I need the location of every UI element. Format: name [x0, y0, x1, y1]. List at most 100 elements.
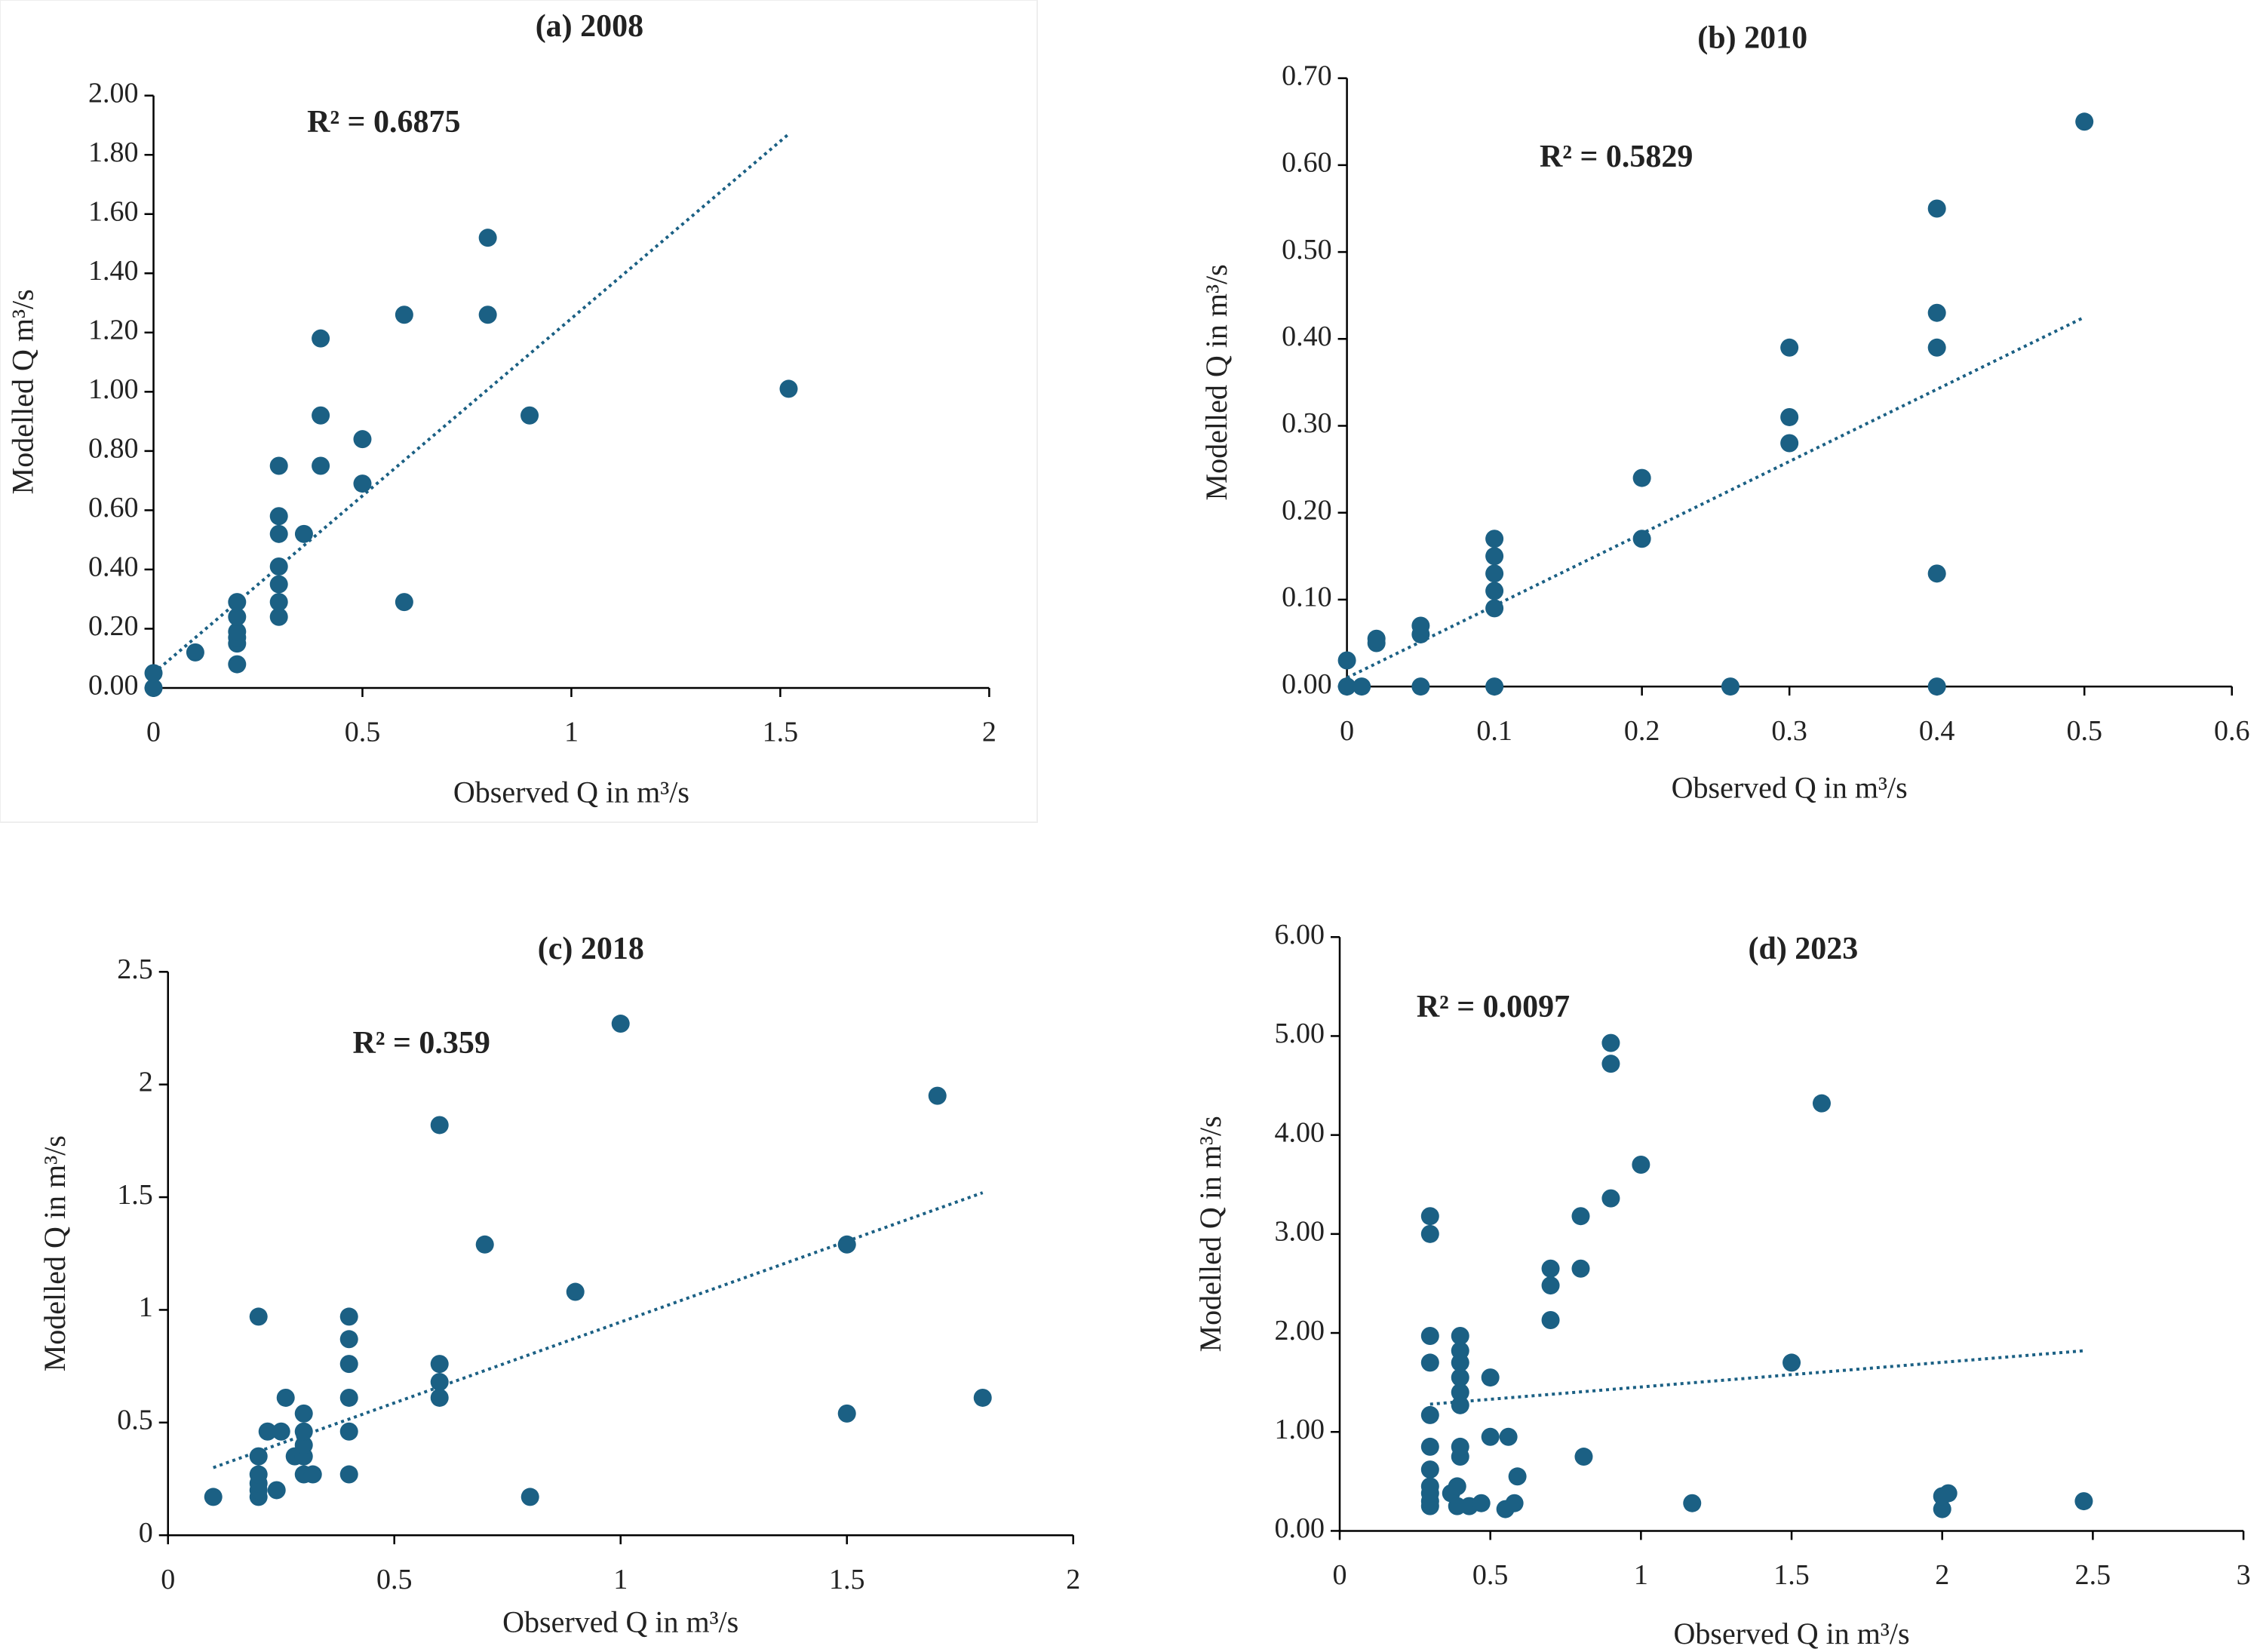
y-tick-label: 0.80 [88, 433, 139, 465]
data-point [1601, 1189, 1620, 1208]
trendline [1346, 315, 2086, 680]
data-point [1780, 434, 1799, 453]
annotation: R² = 0.359 [353, 1026, 490, 1061]
data-point [611, 1015, 630, 1033]
x-tick-label: 1.5 [763, 717, 799, 748]
data-point [1933, 1500, 1951, 1518]
x-tick-label: 0.5 [345, 717, 381, 748]
data-point [269, 575, 288, 594]
data-point [249, 1307, 268, 1326]
data-point [1601, 1055, 1620, 1073]
data-point [339, 1422, 358, 1441]
x-tick-label: 2 [1066, 1564, 1080, 1595]
data-point [339, 1307, 358, 1326]
data-point [267, 1481, 286, 1500]
data-point [1451, 1341, 1469, 1360]
data-point [1420, 1477, 1439, 1496]
data-point [1783, 1353, 1801, 1372]
panel-border [0, 0, 1038, 823]
data-point [1574, 1448, 1593, 1466]
x-tick-label: 1.5 [1773, 1559, 1810, 1591]
x-tick-label: 0.2 [1624, 715, 1660, 747]
data-point [1481, 1368, 1500, 1387]
x-tick-label: 1 [1634, 1559, 1648, 1591]
y-tick-label: 6.00 [1275, 919, 1325, 950]
data-point [520, 1488, 539, 1506]
data-point [228, 622, 247, 641]
y-tick-label: 0.50 [1282, 234, 1332, 266]
data-point [1337, 677, 1356, 696]
x-tick-label: 0.5 [1472, 1559, 1509, 1591]
data-point [294, 524, 313, 543]
x-tick-label: 0.1 [1476, 715, 1512, 747]
y-tick-label: 1 [139, 1291, 153, 1323]
x-tick-label: 3 [2237, 1559, 2251, 1591]
x-tick-label: 0 [161, 1564, 175, 1595]
data-point [1485, 564, 1504, 583]
y-tick-label: 0.00 [88, 670, 139, 702]
data-point [1721, 677, 1740, 696]
data-point [312, 406, 330, 425]
chart-title: (c) 2018 [538, 932, 644, 966]
data-point [1541, 1310, 1560, 1329]
data-point [353, 474, 372, 493]
data-point [430, 1116, 449, 1135]
x-tick-label: 0 [1340, 715, 1354, 747]
x-tick-label: 2 [1935, 1559, 1949, 1591]
y-tick-label: 0.40 [1282, 321, 1332, 352]
y-tick-label: 0.10 [1282, 582, 1332, 613]
data-point [1780, 338, 1799, 357]
x-tick-label: 0 [146, 717, 161, 748]
data-point [1451, 1396, 1469, 1414]
data-point [1508, 1467, 1527, 1486]
data-point [228, 607, 247, 626]
y-tick-label: 1.80 [88, 137, 139, 168]
y-axis-label: Modelled Q in m³/s [38, 1135, 72, 1371]
data-point [837, 1235, 856, 1254]
data-point [430, 1388, 449, 1407]
data-point [1485, 582, 1504, 600]
y-tick-label: 4.00 [1275, 1116, 1325, 1148]
x-tick-label: 2.5 [2075, 1559, 2111, 1591]
data-point [269, 456, 288, 475]
data-point [312, 329, 330, 348]
data-point [1367, 629, 1386, 648]
data-point [1939, 1484, 1958, 1503]
data-point [478, 306, 497, 324]
data-point [1420, 1437, 1439, 1456]
data-point [339, 1465, 358, 1484]
data-point [1499, 1427, 1518, 1446]
data-point [294, 1422, 313, 1441]
chart-title: (d) 2023 [1748, 932, 1858, 966]
x-tick-label: 0.4 [1919, 715, 1955, 747]
x-tick-label: 1 [564, 717, 579, 748]
chart-title: (b) 2010 [1697, 20, 1807, 55]
data-point [303, 1465, 322, 1484]
data-point [1541, 1259, 1560, 1278]
data-point [395, 306, 413, 324]
data-point [1337, 651, 1356, 670]
data-point [1451, 1326, 1469, 1345]
trendline [1429, 1349, 2084, 1406]
data-point [1420, 1207, 1439, 1226]
x-tick-label: 1.5 [829, 1564, 865, 1595]
data-point [204, 1488, 223, 1506]
data-point [973, 1388, 992, 1407]
data-point [312, 456, 330, 475]
y-tick-label: 0.60 [1282, 147, 1332, 179]
y-tick-label: 1.5 [117, 1179, 153, 1211]
data-point [1601, 1033, 1620, 1052]
x-tick-label: 0 [1333, 1559, 1347, 1591]
data-point [269, 507, 288, 526]
y-tick-label: 3.00 [1275, 1216, 1325, 1248]
data-point [478, 229, 497, 247]
y-axis-label: Modelled Q m³/s [6, 289, 40, 494]
y-tick-label: 1.40 [88, 255, 139, 287]
data-point [1420, 1353, 1439, 1372]
data-point [228, 655, 247, 674]
annotation: R² = 0.6875 [307, 105, 460, 140]
data-point [1927, 199, 1946, 218]
x-tick-label: 0.5 [2066, 715, 2102, 747]
data-point [430, 1373, 449, 1392]
data-point [276, 1388, 295, 1407]
